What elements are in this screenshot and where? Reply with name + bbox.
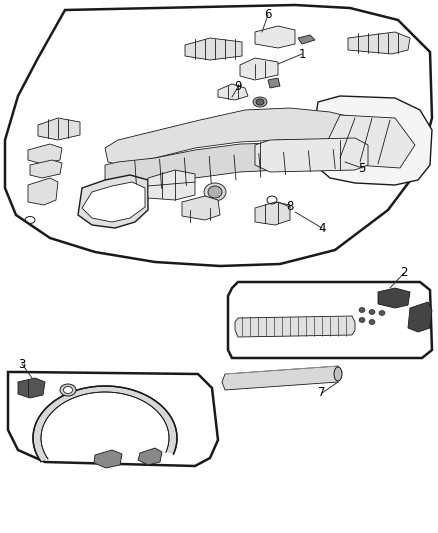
Text: 5: 5 [358, 161, 366, 174]
Text: 6: 6 [264, 9, 272, 21]
Polygon shape [255, 138, 368, 172]
Polygon shape [228, 282, 432, 358]
Text: 2: 2 [400, 266, 408, 279]
Polygon shape [138, 448, 162, 465]
Text: 4: 4 [318, 222, 326, 235]
Text: 9: 9 [234, 80, 242, 93]
Polygon shape [255, 26, 295, 48]
Polygon shape [18, 378, 45, 398]
Polygon shape [94, 450, 122, 468]
Polygon shape [38, 118, 80, 140]
Polygon shape [235, 316, 355, 337]
Polygon shape [182, 196, 220, 220]
Text: 3: 3 [18, 358, 26, 370]
Polygon shape [312, 96, 432, 185]
Ellipse shape [253, 97, 267, 107]
Polygon shape [348, 32, 410, 54]
Ellipse shape [208, 186, 222, 198]
Polygon shape [78, 175, 148, 228]
Ellipse shape [60, 384, 76, 396]
Ellipse shape [369, 310, 375, 314]
Text: 1: 1 [298, 47, 306, 61]
Polygon shape [82, 182, 145, 222]
Polygon shape [30, 160, 62, 178]
Ellipse shape [369, 319, 375, 325]
Polygon shape [218, 84, 248, 100]
Ellipse shape [379, 311, 385, 316]
Polygon shape [8, 372, 218, 466]
Ellipse shape [64, 386, 73, 393]
Polygon shape [240, 58, 278, 80]
Polygon shape [255, 202, 290, 225]
Polygon shape [105, 108, 362, 165]
Polygon shape [408, 302, 432, 332]
Polygon shape [378, 288, 410, 308]
Ellipse shape [359, 318, 365, 322]
Ellipse shape [359, 308, 365, 312]
Ellipse shape [204, 183, 226, 201]
Polygon shape [298, 35, 315, 44]
Polygon shape [28, 144, 62, 164]
Polygon shape [185, 38, 242, 60]
Text: 8: 8 [286, 200, 294, 214]
Polygon shape [328, 115, 415, 168]
Text: 7: 7 [318, 386, 326, 400]
Ellipse shape [334, 367, 342, 381]
Polygon shape [28, 178, 58, 205]
Polygon shape [5, 5, 432, 266]
Polygon shape [355, 118, 375, 158]
Ellipse shape [256, 99, 264, 105]
Polygon shape [148, 170, 195, 200]
Polygon shape [33, 386, 177, 462]
Polygon shape [268, 78, 280, 88]
Polygon shape [105, 140, 362, 196]
Polygon shape [222, 366, 342, 390]
